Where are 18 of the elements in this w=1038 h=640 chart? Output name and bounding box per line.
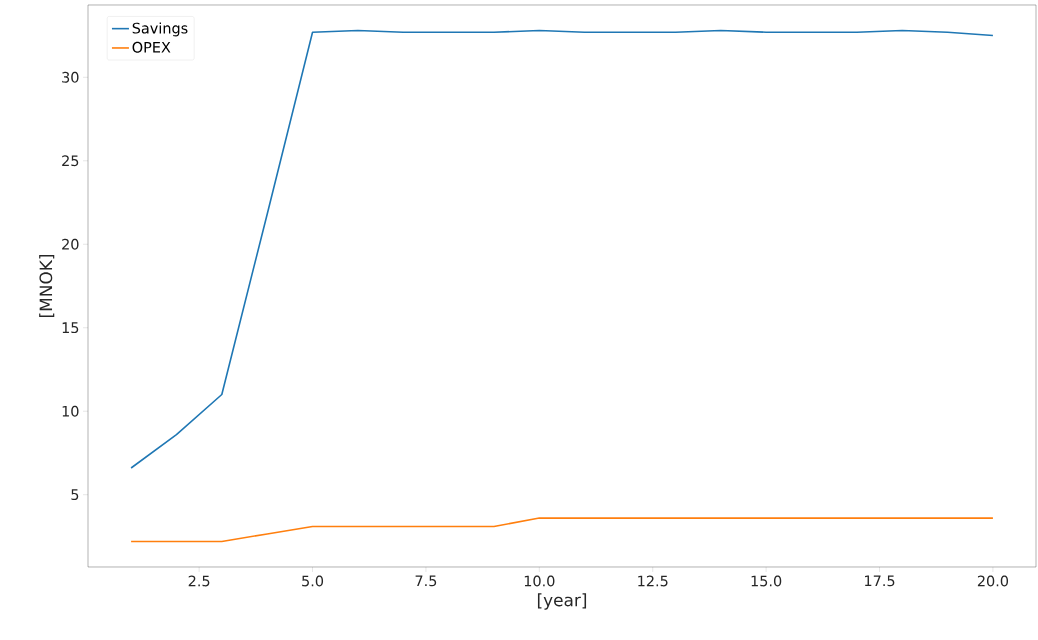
y-tick-label: 20 [62, 238, 79, 250]
y-tick-label: 10 [62, 405, 79, 417]
x-tick-label: 2.5 [188, 575, 210, 587]
y-axis-title: [MNOK] [39, 254, 55, 318]
x-tick-label: 5.0 [302, 575, 324, 587]
x-tick-label: 12.5 [638, 575, 668, 587]
x-tick-label: 20.0 [977, 575, 1009, 587]
y-tick-label: 25 [62, 155, 79, 167]
legend-label: Savings [132, 22, 188, 37]
x-tick-label: 10.0 [524, 575, 555, 587]
x-tick-label: 15.0 [751, 575, 782, 587]
x-tick-label: 17.5 [865, 575, 895, 587]
y-tick-label: 15 [62, 322, 79, 334]
x-tick-label: 7.5 [415, 575, 437, 587]
legend-label: OPEX [132, 41, 171, 53]
y-tick-label: 30 [62, 71, 79, 83]
x-axis-title: [year] [537, 593, 587, 610]
y-tick-label: 5 [71, 489, 79, 501]
